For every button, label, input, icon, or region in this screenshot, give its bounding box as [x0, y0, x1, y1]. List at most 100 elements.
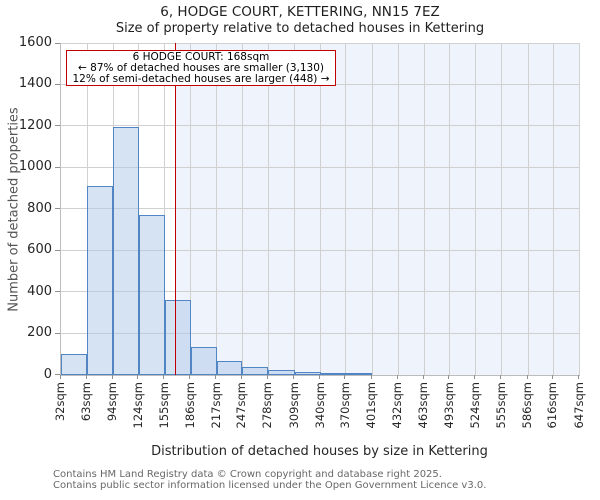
histogram-bar [61, 353, 88, 375]
x-tick-mark [85, 375, 87, 379]
y-tick-label: 1400 [18, 76, 52, 92]
x-tick-mark [344, 375, 346, 379]
gridline-vertical [371, 43, 373, 375]
y-tick-label: 0 [43, 366, 52, 382]
x-tick-label: 124sqm [130, 381, 145, 428]
x-tick-mark [59, 375, 61, 379]
x-tick-label: 94sqm [105, 381, 120, 421]
y-tick-label: 600 [27, 242, 52, 258]
histogram-bar [320, 372, 346, 375]
gridline-vertical [267, 43, 269, 375]
annotation-box: 6 HODGE COURT: 168sqm ← 87% of detached … [66, 50, 336, 86]
x-tick-mark [293, 375, 295, 379]
y-tick-mark [55, 83, 60, 85]
histogram-bar [87, 185, 114, 375]
gridline-vertical [449, 43, 451, 375]
y-tick-label: 200 [27, 325, 52, 341]
gridline-vertical [164, 43, 166, 375]
x-tick-mark [474, 375, 476, 379]
y-tick-mark [55, 332, 60, 334]
annotation-property-size: 6 HODGE COURT: 168sqm [132, 51, 270, 63]
chart-subtitle: Size of property relative to detached ho… [115, 21, 485, 36]
x-tick-label: 63sqm [79, 381, 94, 421]
x-tick-mark [500, 375, 502, 379]
y-tick-mark [55, 374, 60, 375]
chart-title: 6, HODGE COURT, KETTERING, NN15 7EZ [160, 4, 440, 20]
x-tick-mark [240, 375, 242, 379]
y-tick-mark [55, 291, 60, 293]
y-tick-mark [55, 166, 60, 168]
x-tick-mark [137, 375, 139, 379]
gridline-vertical [423, 43, 425, 375]
x-tick-label: 217sqm [208, 381, 223, 428]
x-tick-label: 401sqm [364, 381, 379, 428]
y-tick-mark [55, 208, 60, 210]
x-tick-label: 247sqm [234, 381, 249, 428]
gridline-vertical [345, 43, 347, 375]
x-tick-mark [266, 375, 268, 379]
gridline-vertical [216, 43, 218, 375]
y-tick-mark [55, 125, 60, 127]
y-axis-label: Number of detached properties [6, 107, 22, 312]
x-tick-mark [551, 375, 553, 379]
x-tick-label: 463sqm [416, 381, 431, 428]
x-tick-mark [319, 375, 321, 379]
x-tick-mark [578, 375, 579, 379]
x-tick-label: 493sqm [441, 381, 456, 428]
x-tick-label: 186sqm [182, 381, 197, 428]
footer-attribution-line2: Contains public sector information licen… [53, 480, 487, 491]
gridline-vertical [475, 43, 477, 375]
x-tick-mark [189, 375, 191, 379]
x-tick-mark [526, 375, 528, 379]
x-tick-label: 340sqm [312, 381, 327, 428]
x-tick-label: 32sqm [53, 381, 67, 421]
annotation-larger-pct: 12% of semi-detached houses are larger (… [72, 73, 330, 85]
x-tick-label: 309sqm [286, 381, 301, 428]
y-tick-mark [55, 249, 60, 251]
x-tick-mark [422, 375, 424, 379]
property-size-marker-line [174, 43, 177, 375]
gridline-vertical [501, 43, 503, 375]
gridline-vertical [527, 43, 529, 375]
histogram-bar [216, 361, 243, 375]
gridline-vertical [190, 43, 192, 375]
x-tick-mark [396, 375, 398, 379]
histogram-bar [242, 367, 269, 375]
x-tick-label: 432sqm [390, 381, 405, 428]
x-axis-label: Distribution of detached houses by size … [151, 444, 488, 459]
histogram-bar [345, 372, 373, 375]
x-tick-label: 524sqm [467, 381, 482, 428]
gridline-vertical [320, 43, 322, 375]
histogram-bar [113, 126, 139, 375]
annotation-smaller-pct: ← 87% of detached houses are smaller (3,… [78, 62, 324, 74]
histogram-bar [190, 346, 217, 375]
gridline-vertical [397, 43, 399, 375]
y-tick-label: 800 [27, 200, 52, 216]
y-tick-label: 1200 [18, 117, 52, 133]
gridline-vertical [579, 43, 580, 375]
histogram-bar [268, 370, 295, 375]
y-tick-mark [55, 42, 60, 44]
gridline-vertical [138, 43, 140, 375]
histogram-bar [138, 214, 165, 375]
x-tick-label: 555sqm [493, 381, 508, 428]
y-tick-label: 1000 [18, 159, 52, 175]
y-tick-label: 1600 [18, 35, 52, 50]
gridline-vertical [241, 43, 243, 375]
gridline-vertical [294, 43, 296, 375]
x-tick-mark [448, 375, 450, 379]
x-tick-label: 647sqm [571, 381, 586, 428]
x-tick-label: 616sqm [545, 381, 560, 428]
x-tick-mark [111, 375, 113, 379]
footer-attribution-line1: Contains HM Land Registry data © Crown c… [53, 469, 442, 480]
plot-area [60, 42, 580, 376]
x-tick-mark [370, 375, 372, 379]
gridline-vertical [552, 43, 554, 375]
x-tick-mark [163, 375, 165, 379]
x-tick-label: 370sqm [337, 381, 352, 428]
x-tick-label: 155sqm [156, 381, 171, 428]
histogram-bar [164, 299, 191, 375]
x-tick-label: 278sqm [260, 381, 275, 428]
histogram-bar [294, 372, 321, 375]
